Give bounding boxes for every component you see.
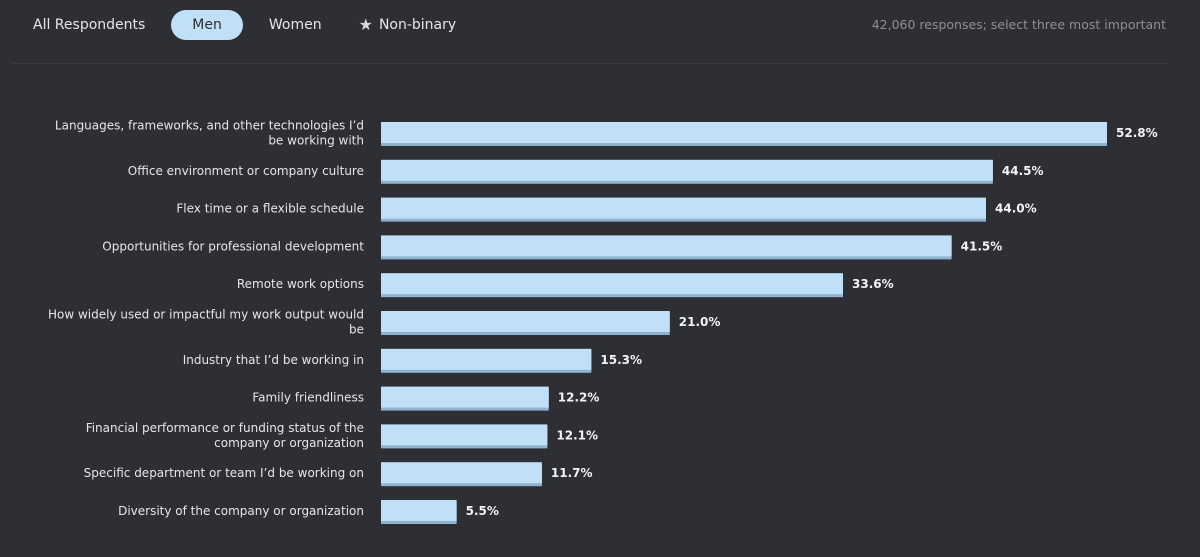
value-label: 5.5% bbox=[466, 504, 499, 518]
value-label: 52.8% bbox=[1116, 126, 1158, 140]
category-label: Office environment or company culture bbox=[128, 164, 364, 178]
star-icon: ★ bbox=[358, 15, 373, 34]
bar-row: 12.2% Family friendliness bbox=[252, 386, 600, 411]
value-label: 41.5% bbox=[961, 239, 1003, 253]
category-label-line: Industry that I’d be working in bbox=[183, 353, 364, 367]
tab-men[interactable]: Men bbox=[171, 10, 243, 40]
category-label-line: Office environment or company culture bbox=[128, 164, 364, 178]
bar[interactable] bbox=[381, 500, 457, 521]
value-label: 12.2% bbox=[558, 391, 600, 405]
bar[interactable] bbox=[381, 424, 548, 446]
bar-row: 44.0% Flex time or a flexible schedule bbox=[176, 197, 1037, 222]
value-label: 15.3% bbox=[600, 353, 642, 367]
category-label-line: be bbox=[349, 323, 364, 337]
bar-row: 44.5% Office environment or company cultu… bbox=[128, 159, 1044, 184]
category-label-line: Diversity of the company or organization bbox=[118, 504, 364, 518]
value-label: 33.6% bbox=[852, 277, 894, 291]
tab-non-binary[interactable]: ★ Non-binary bbox=[348, 10, 468, 40]
value-label: 21.0% bbox=[679, 315, 721, 329]
category-label-line: Financial performance or funding status … bbox=[86, 421, 364, 435]
category-label: How widely used or impactful my work out… bbox=[48, 308, 364, 337]
bar-row: 5.5% Diversity of the company or organiza… bbox=[118, 500, 499, 524]
bar[interactable] bbox=[381, 235, 952, 257]
value-label: 12.1% bbox=[556, 428, 598, 442]
category-label-line: Opportunities for professional developme… bbox=[102, 239, 364, 253]
category-label: Financial performance or funding status … bbox=[86, 421, 364, 450]
category-label-line: Flex time or a flexible schedule bbox=[176, 202, 364, 216]
category-label: Industry that I’d be working in bbox=[183, 353, 364, 367]
bar-row: 15.3% Industry that I’d be working in bbox=[183, 348, 642, 373]
bar[interactable] bbox=[381, 311, 670, 332]
value-label: 44.0% bbox=[995, 202, 1037, 216]
category-label-line: company or organization bbox=[214, 436, 364, 450]
tab-all-respondents[interactable]: All Respondents bbox=[22, 10, 156, 40]
bar[interactable] bbox=[381, 386, 549, 408]
category-label: Family friendliness bbox=[252, 391, 364, 405]
category-label-line: Specific department or team I’d be worki… bbox=[84, 466, 364, 480]
bar-row: 21.0% How widely used or impactful my wor… bbox=[48, 308, 720, 337]
value-label: 11.7% bbox=[551, 466, 593, 480]
value-label: 44.5% bbox=[1002, 164, 1044, 178]
bar-row: 41.5% Opportunities for professional deve… bbox=[102, 235, 1003, 260]
category-label: Diversity of the company or organization bbox=[118, 504, 364, 518]
bar[interactable] bbox=[381, 197, 986, 219]
bar-row: 33.6% Remote work options bbox=[237, 273, 894, 298]
responses-note: 42,060 responses; select three most impo… bbox=[871, 17, 1166, 32]
bar[interactable] bbox=[381, 462, 542, 484]
category-label-line: Languages, frameworks, and other technol… bbox=[55, 119, 364, 133]
bar[interactable] bbox=[381, 348, 592, 370]
category-label-line: How widely used or impactful my work out… bbox=[48, 308, 364, 322]
bar[interactable] bbox=[381, 273, 843, 295]
respondent-filter-tabs: All Respondents Men Women ★ Non-binary bbox=[22, 10, 482, 40]
category-label: Specific department or team I’d be worki… bbox=[84, 466, 364, 480]
category-label-line: Family friendliness bbox=[252, 391, 364, 405]
bar-row: 52.8% Languages, frameworks, and other te… bbox=[55, 119, 1158, 148]
category-label-line: be working with bbox=[268, 134, 364, 148]
bar[interactable] bbox=[381, 122, 1107, 143]
top-bar: All Respondents Men Women ★ Non-binary 4… bbox=[0, 0, 1200, 50]
category-label: Opportunities for professional developme… bbox=[102, 239, 364, 253]
category-label: Languages, frameworks, and other technol… bbox=[55, 119, 364, 148]
category-label: Flex time or a flexible schedule bbox=[176, 202, 364, 216]
bar-row: 12.1% Financial performance or funding st… bbox=[86, 421, 598, 450]
tab-women[interactable]: Women bbox=[258, 10, 333, 40]
header-divider bbox=[12, 63, 1168, 64]
tab-label: Men bbox=[192, 17, 222, 33]
tab-label: All Respondents bbox=[33, 17, 146, 33]
bar-row: 11.7% Specific department or team I’d be … bbox=[84, 462, 593, 487]
tab-label: Non-binary bbox=[378, 17, 457, 33]
tab-label: Women bbox=[268, 17, 322, 33]
category-label: Remote work options bbox=[237, 277, 364, 291]
category-label-line: Remote work options bbox=[237, 277, 364, 291]
bar[interactable] bbox=[381, 159, 993, 181]
